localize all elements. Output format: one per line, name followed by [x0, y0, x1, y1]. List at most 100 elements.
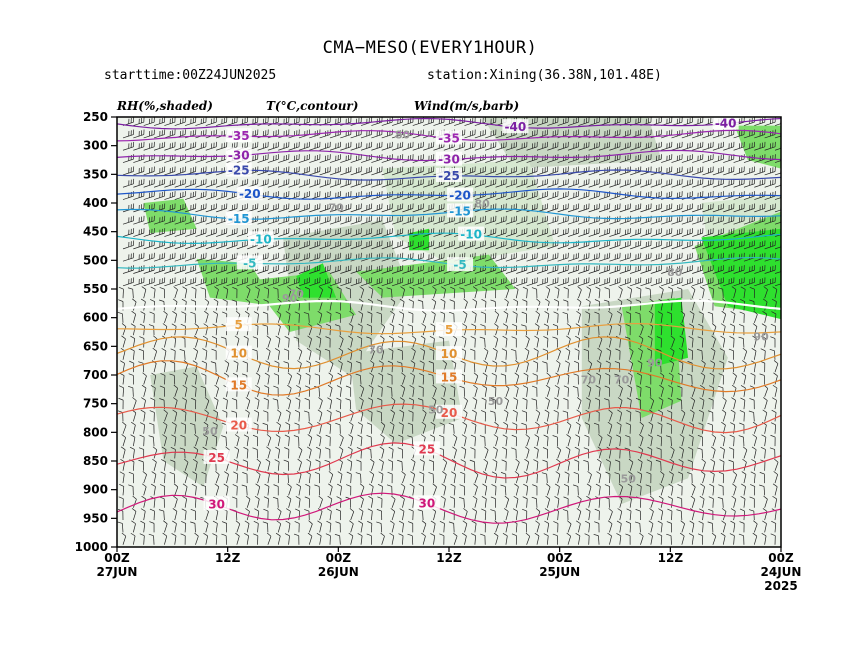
barb-flag	[386, 287, 392, 290]
wind-barb	[247, 154, 259, 163]
barb-flag	[368, 397, 373, 401]
barb-staff	[288, 220, 300, 225]
wind-barb	[377, 286, 383, 299]
barb-flag	[266, 434, 272, 438]
barb-flag	[359, 483, 365, 488]
wind-barb	[381, 166, 393, 176]
wind-barb	[265, 458, 271, 471]
barb-staff	[329, 208, 341, 213]
wind-barb	[284, 533, 290, 545]
barb-staff	[226, 245, 238, 250]
barb-staff	[143, 195, 155, 200]
wind-barb	[318, 286, 324, 299]
barb-staff	[164, 121, 175, 126]
wind-barb	[194, 532, 199, 545]
barb-staff	[381, 183, 393, 188]
wind-barb	[273, 287, 279, 299]
wind-barb	[216, 117, 228, 126]
barb-flag	[397, 447, 403, 450]
wind-barb	[172, 409, 178, 422]
wind-barb	[263, 496, 269, 508]
barb-staff	[381, 245, 393, 250]
wind-barb	[391, 240, 404, 250]
barb-staff	[391, 289, 393, 299]
wind-barb	[264, 286, 270, 299]
barb-staff	[319, 289, 324, 299]
wind-barb	[243, 434, 249, 447]
barb-staff	[278, 269, 289, 274]
wind-barb	[195, 215, 207, 225]
barb-flag	[254, 409, 259, 413]
barb-flag	[129, 360, 134, 364]
wind-barb	[244, 520, 250, 533]
barb-staff	[267, 474, 270, 484]
wind-barb	[379, 335, 385, 348]
wind-barb	[128, 471, 134, 484]
wind-barb	[391, 265, 404, 274]
wind-barb	[317, 409, 323, 422]
wind-barb	[143, 252, 155, 262]
wind-barb	[159, 287, 165, 299]
wind-barb	[263, 410, 269, 422]
barb-staff	[371, 121, 382, 126]
barb-flag	[140, 298, 146, 302]
barb-staff	[226, 195, 238, 200]
barb-staff	[133, 158, 144, 163]
barb-staff	[143, 269, 155, 274]
wind-barb	[398, 434, 404, 447]
barb-flag	[337, 483, 342, 487]
wind-barb	[173, 397, 178, 410]
barb-staff	[174, 499, 178, 508]
barb-staff	[122, 183, 134, 188]
barb-flag	[181, 520, 186, 524]
barb-flag	[192, 360, 198, 364]
barb-staff	[257, 511, 260, 521]
barb-flag	[191, 286, 197, 290]
wind-barb	[122, 277, 135, 287]
wind-barb	[371, 277, 383, 287]
wind-barb	[133, 277, 145, 287]
barb-staff	[226, 289, 229, 299]
wind-barb	[242, 360, 248, 373]
barb-flag	[150, 385, 156, 389]
barb-flag	[139, 336, 145, 339]
barb-staff	[402, 269, 413, 274]
barb-flag	[152, 446, 158, 451]
wind-barb	[346, 471, 352, 484]
barb-flag	[141, 483, 147, 488]
barb-staff	[174, 326, 177, 336]
wind-barb	[264, 385, 270, 397]
wind-barb	[263, 299, 269, 311]
barb-flag	[183, 372, 188, 377]
barb-staff	[195, 220, 207, 225]
barb-flag	[200, 385, 206, 389]
barb-staff	[329, 486, 333, 496]
barb-flag	[213, 409, 218, 413]
wind-barb	[276, 421, 281, 434]
barb-flag	[337, 372, 343, 376]
barb-staff	[164, 338, 167, 348]
barb-flag	[294, 422, 300, 426]
barb-staff	[278, 220, 289, 225]
barb-staff	[195, 375, 198, 385]
barb-flag	[253, 533, 258, 537]
barb-staff	[360, 375, 362, 385]
barb-flag	[295, 286, 301, 290]
barb-flag	[356, 361, 361, 364]
barb-staff	[174, 183, 186, 188]
barb-flag	[389, 323, 395, 327]
barb-flag	[399, 298, 405, 302]
barb-staff	[319, 158, 331, 163]
barb-flag	[121, 434, 126, 438]
wind-barb	[131, 310, 137, 323]
barb-flag	[399, 508, 405, 512]
barb-flag	[142, 372, 147, 377]
wind-barb	[296, 483, 301, 496]
barb-flag	[190, 508, 196, 512]
barb-staff	[226, 486, 229, 496]
barb-flag	[119, 483, 124, 487]
barb-flag	[335, 410, 341, 413]
barb-staff	[205, 511, 209, 521]
wind-barb	[412, 166, 424, 176]
barb-staff	[267, 220, 279, 225]
